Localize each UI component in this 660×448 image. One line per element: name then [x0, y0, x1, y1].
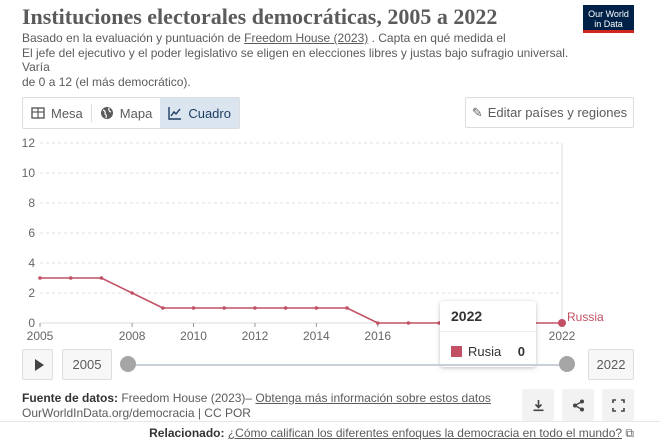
tab-chart[interactable]: Cuadro	[160, 98, 239, 128]
table-icon	[31, 107, 45, 119]
data-tooltip: 2022 Rusia 0	[440, 301, 536, 367]
y-tick-label: 0	[28, 316, 35, 330]
tab-divider	[90, 104, 92, 122]
download-icon	[533, 399, 543, 411]
x-tick-label: 2012	[242, 329, 269, 343]
external-link-icon: ⧉	[625, 426, 634, 440]
timeline-start-year[interactable]: 2005	[62, 349, 112, 380]
more-info-link[interactable]: Obtenga más información sobre estos dato…	[255, 391, 491, 405]
data-point	[191, 306, 196, 310]
tooltip-swatch	[451, 346, 462, 357]
source-url[interactable]: OurWorldInData.org/democracia | CC POR	[22, 406, 251, 420]
logo-line-1: Our World	[588, 9, 629, 19]
series-label: Russia	[567, 310, 604, 324]
chart-title: Instituciones electorales democráticas, …	[22, 4, 498, 29]
data-point	[222, 306, 227, 310]
share-button[interactable]	[562, 389, 594, 421]
fullscreen-button[interactable]	[602, 389, 634, 421]
tab-table-label: Mesa	[51, 105, 83, 121]
download-button[interactable]	[522, 389, 554, 421]
data-point	[99, 276, 104, 280]
tooltip-row: Rusia 0	[440, 332, 536, 359]
tab-chart-label: Cuadro	[188, 105, 231, 121]
edit-countries-label: Editar países y regiones	[487, 105, 628, 120]
subtitle-part-1: Basado en la evaluación y puntuación de	[22, 31, 245, 45]
globe-icon	[100, 107, 113, 119]
source-label: Fuente de datos:	[22, 391, 119, 405]
tab-map[interactable]: Mapa	[92, 98, 161, 128]
tooltip-value: 0	[517, 344, 525, 359]
edit-countries-button[interactable]: ✎ Editar países y regiones	[465, 97, 634, 128]
x-tick-label: 2022	[549, 329, 576, 343]
x-tick-label: 2005	[27, 329, 54, 343]
data-point	[345, 306, 349, 310]
tab-table[interactable]: Mesa	[23, 98, 91, 128]
chart-subtitle: Basado en la evaluación y puntuación de …	[22, 31, 582, 89]
timeline-start-handle[interactable]	[120, 356, 136, 372]
subtitle-line-3: Varía	[22, 60, 50, 74]
y-tick-label: 12	[22, 136, 36, 150]
x-tick-label: 2014	[303, 329, 330, 343]
data-point	[314, 306, 319, 310]
timeline-end-handle[interactable]	[559, 356, 575, 372]
timeline-track[interactable]	[127, 364, 568, 366]
y-tick-label: 6	[28, 226, 35, 240]
timeline-end-year[interactable]: 2022	[588, 349, 634, 380]
y-tick-label: 10	[22, 166, 36, 180]
tooltip-country: Rusia	[468, 344, 502, 359]
line-chart-icon	[168, 107, 182, 120]
logo-line-2: in Data	[594, 19, 623, 29]
data-point	[38, 276, 42, 280]
source-info: Fuente de datos: Freedom House (2023)– O…	[22, 391, 491, 421]
share-icon	[572, 399, 584, 411]
source-text: Freedom House (2023)–	[118, 391, 256, 405]
x-tick-label: 2016	[364, 329, 391, 343]
highlight-point	[558, 319, 566, 327]
owid-logo[interactable]: Our World in Data	[583, 5, 634, 33]
subtitle-part-2: . Capta en qué medida el	[368, 31, 506, 45]
related-link[interactable]: ¿Cómo califican los diferentes enfoques …	[227, 426, 623, 440]
subtitle-source-link[interactable]: Freedom House (2023)	[244, 31, 369, 45]
data-point	[253, 306, 257, 310]
line-chart: 0 2 4 6 8 10 12 2005 2008 2010 2012 2014 2016 2022 Rus…	[22, 136, 604, 343]
y-tick-label: 4	[28, 256, 35, 270]
y-tick-label: 8	[28, 196, 35, 210]
data-point	[161, 306, 165, 310]
x-tick-label: 2010	[180, 329, 207, 343]
data-point	[130, 291, 134, 295]
y-tick-label: 2	[28, 286, 35, 300]
related-label: Relacionado:	[149, 426, 225, 440]
tab-map-label: Mapa	[119, 105, 153, 121]
data-point	[68, 276, 73, 280]
subtitle-line-4: de 0 a 12 (el más democrático).	[22, 74, 191, 89]
data-point	[406, 321, 411, 325]
expand-icon	[611, 398, 625, 412]
pencil-icon: ✎	[471, 104, 483, 120]
data-point	[283, 306, 288, 310]
data-point	[375, 321, 380, 325]
x-tick-label: 2008	[119, 329, 146, 343]
play-button[interactable]	[22, 349, 53, 380]
view-tabs: Mesa Mapa Cuadro	[22, 97, 240, 129]
subtitle-line-2: El jefe del ejecutivo y el poder legisla…	[22, 45, 569, 60]
tooltip-year: 2022	[440, 301, 536, 332]
related-bar: Relacionado: ¿Cómo califican los diferen…	[0, 421, 660, 443]
